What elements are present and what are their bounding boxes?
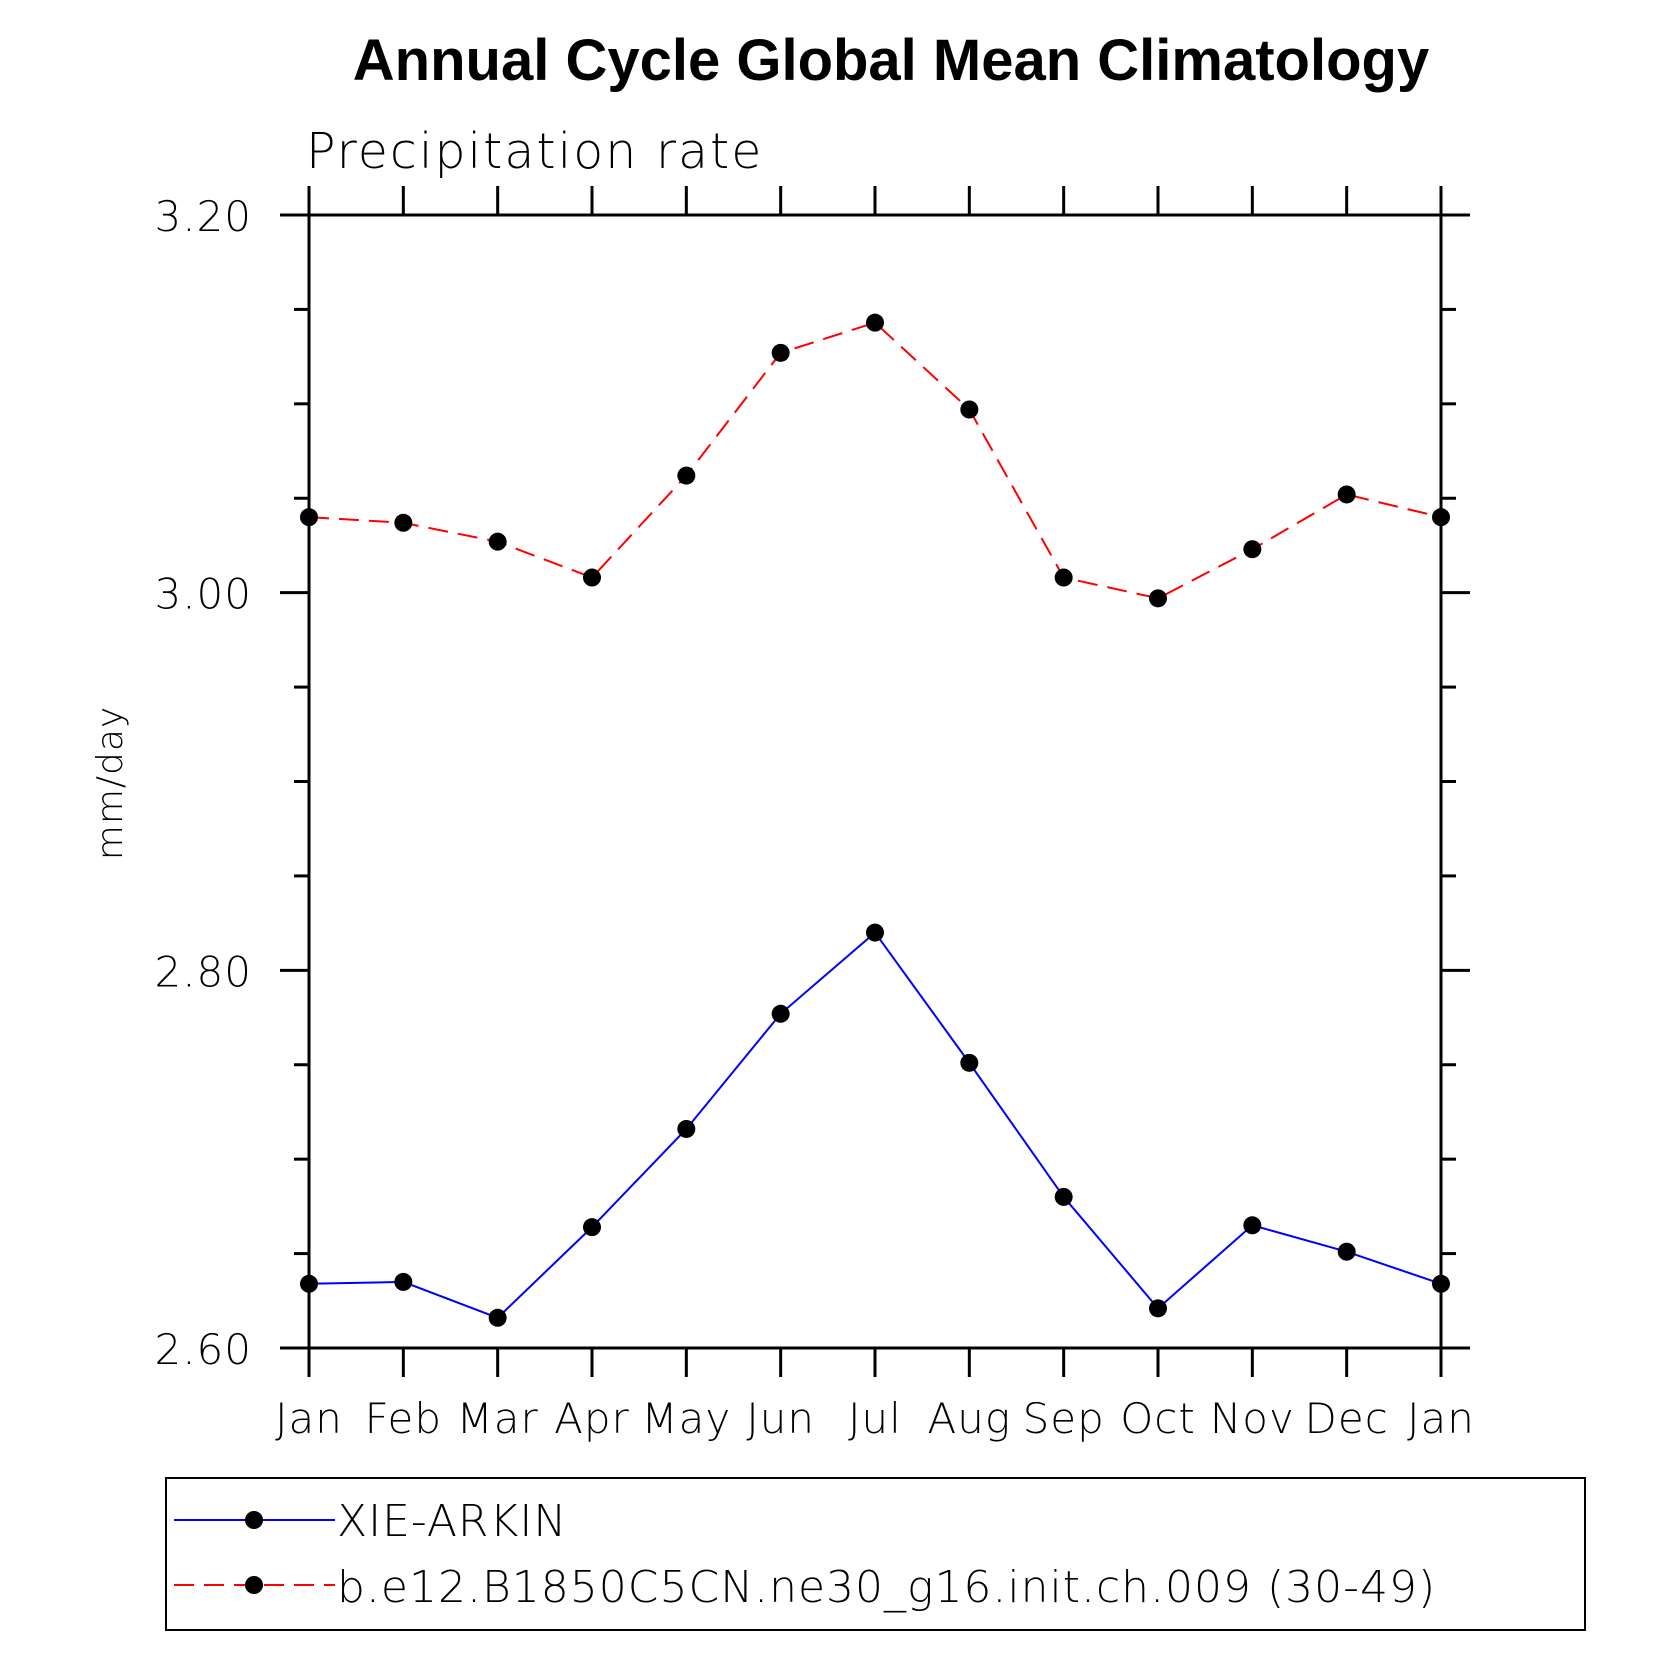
data-point [771,343,790,362]
data-point [677,466,696,485]
data-point [677,1119,696,1138]
legend-marker-xie-arkin [245,1511,263,1529]
legend-box [165,1477,1586,1631]
x-tick-label: Nov [1210,1394,1295,1443]
x-tick-label: May [641,1394,731,1443]
x-tick-label: Apr [554,1394,630,1443]
data-point [1432,508,1450,527]
data-point [960,400,979,419]
data-point [1337,1242,1356,1261]
x-tick-label: Mar [457,1394,539,1443]
data-point [771,1004,790,1023]
chart-title: Annual Cycle Global Mean Climatology [353,28,1429,93]
data-point [1149,1299,1167,1318]
data-point [300,508,318,527]
data-point [583,568,601,587]
x-tick-label: Dec [1305,1394,1389,1443]
y-tick-label: 3.20 [154,192,252,241]
data-point [1054,568,1073,587]
data-point [960,1053,979,1072]
data-point [1243,1216,1262,1235]
x-tick-label: Oct [1120,1394,1196,1443]
data-point [866,923,884,942]
x-tick-label: Feb [365,1394,442,1443]
legend-label-model: b.e12.B1850C5CN.ne30_g16.init.ch.009 (30… [337,1562,1436,1613]
y-tick-label: 2.80 [154,947,252,996]
data-point [394,1272,413,1291]
data-point [488,1308,507,1327]
plot-frame [307,213,1443,1350]
series-line-0 [308,931,1442,1319]
legend-entry-model: b.e12.B1850C5CN.ne30_g16.init.ch.009 (30… [174,1562,1436,1613]
data-point [1149,589,1167,608]
legend-entry-xie-arkin: XIE-ARKIN [174,1496,567,1547]
chart-subtitle: Precipitation rate [306,123,763,180]
data-point [394,513,413,532]
x-tick-label: Jan [1407,1394,1475,1443]
axes: Jan Feb Mar Apr May Jun Jul Aug Sep Oct Nov Dec Jan 2… [154,186,1474,1443]
data-point [1243,540,1262,559]
legend: XIE-ARKIN b.e12.B1850C5CN.ne30_g16.init.… [165,1477,1586,1631]
legend-marker-model [245,1576,263,1594]
data-point [300,1274,318,1293]
data-point [1054,1187,1073,1206]
y-axis-label: mm/day [90,706,131,860]
series-line-1 [308,321,1442,600]
x-tick-label: Jul [848,1394,902,1443]
x-tick-label: Sep [1023,1394,1105,1443]
x-tick-label: Jun [746,1394,815,1443]
legend-label-xie-arkin: XIE-ARKIN [337,1496,567,1547]
data-point [1337,485,1356,504]
data-point [583,1218,601,1237]
y-tick-label: 2.60 [154,1325,252,1374]
x-tick-label: Aug [928,1394,1012,1443]
x-tick-label: Jan [275,1394,343,1443]
data-point [866,313,884,332]
data-point [1432,1274,1450,1293]
data-point [488,532,507,551]
series-layer [300,313,1450,1327]
y-tick-label: 3.00 [154,570,252,619]
